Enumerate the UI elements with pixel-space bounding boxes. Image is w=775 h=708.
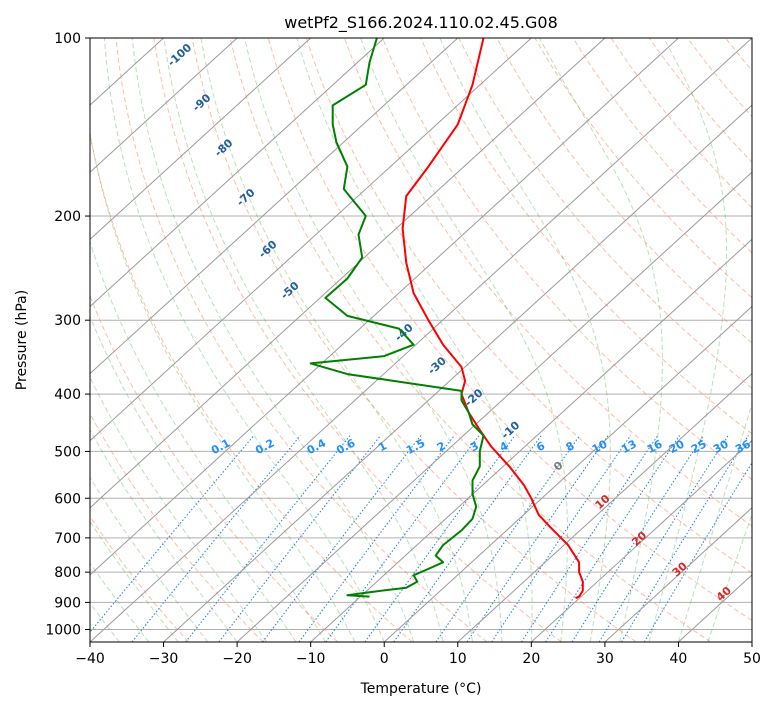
- x-tick-label: −40: [75, 651, 105, 667]
- mixing-ratio-line: [90, 435, 255, 633]
- dewpoint-line: [309, 38, 485, 598]
- isotherm: [236, 171, 752, 642]
- moist-adiabat: [439, 38, 611, 642]
- x-tick-label: 0: [380, 651, 389, 667]
- moist-adiabat: [360, 38, 568, 642]
- y-tick-label: 500: [54, 444, 81, 460]
- mixing-ratio-lines: [90, 435, 752, 642]
- moist-adiabats: [90, 38, 752, 642]
- mixing-ratio-label: 36: [733, 437, 753, 456]
- y-tick-label: 900: [54, 595, 81, 611]
- isotherm: [90, 38, 752, 642]
- x-tick-label: 40: [670, 651, 688, 667]
- moist-adiabat: [648, 38, 728, 642]
- isotherm: [90, 38, 532, 442]
- x-tick-label: 20: [522, 651, 540, 667]
- mixing-ratio-label: 10: [590, 437, 610, 456]
- isotherm: [90, 38, 459, 375]
- mixing-ratio-line: [598, 435, 729, 642]
- isotherm: [457, 372, 752, 642]
- x-tick-label: 50: [743, 651, 761, 667]
- y-axis: 100 200 300 400 500 600 700 800 900 1000: [45, 31, 90, 638]
- y-tick-label: 200: [54, 209, 81, 225]
- dry-adiabat: [420, 38, 752, 435]
- moist-adiabat: [296, 38, 533, 642]
- temperature-line: [401, 38, 584, 600]
- y-tick-label: 800: [54, 565, 81, 581]
- moist-adiabat: [677, 401, 752, 642]
- mixing-ratio-line: [325, 435, 480, 642]
- isotherm: [90, 38, 238, 173]
- isotherm: [90, 38, 312, 241]
- y-tick-label: 1000: [45, 622, 81, 638]
- x-tick-label: −10: [296, 651, 326, 667]
- moist-adiabat: [90, 240, 326, 642]
- moist-adiabat: [90, 375, 267, 642]
- mixing-ratio-line: [185, 435, 351, 642]
- dry-adiabat: [153, 38, 562, 642]
- y-axis-label: Pressure (hPa): [14, 290, 30, 390]
- isotherm: [383, 305, 752, 642]
- y-tick-label: 700: [54, 531, 81, 547]
- dry-adiabat: [115, 38, 488, 642]
- moist-adiabat: [131, 38, 415, 642]
- mixing-ratio-line: [643, 461, 752, 642]
- mixing-ratio-line: [521, 435, 659, 642]
- mixing-ratio-label: 16: [645, 437, 665, 456]
- isotherm: [310, 238, 752, 642]
- isotherms: [90, 38, 752, 642]
- mixing-ratio-label: 13: [619, 437, 639, 456]
- mixing-ratio-labels: 0.1 0.2 0.4 0.6 1 1.5 2 3 4 6 8 10 13 16 20 25 30 36: [209, 436, 753, 457]
- mixing-ratio-line: [621, 435, 749, 642]
- x-axis-label: Temperature (°C): [360, 681, 482, 697]
- mixing-ratio-line: [393, 435, 542, 642]
- mixing-ratio-line: [364, 435, 516, 642]
- plot-frame: [89, 37, 753, 643]
- y-tick-label: 400: [54, 387, 81, 403]
- isotherm: [163, 104, 752, 642]
- y-tick-label: 100: [54, 31, 81, 47]
- mixing-ratio-line: [545, 435, 681, 642]
- sounding-series: [309, 38, 584, 600]
- mixing-ratio-line: [131, 435, 301, 642]
- isotherm: [90, 38, 385, 308]
- mixing-ratio-line: [571, 435, 705, 642]
- dry-adiabat: [496, 38, 752, 344]
- moist-adiabat: [90, 315, 297, 642]
- isotherm: [530, 439, 752, 642]
- x-tick-label: −20: [222, 651, 252, 667]
- isotherm: [604, 507, 752, 642]
- moist-adiabat: [707, 513, 752, 642]
- moist-adiabat: [539, 38, 663, 642]
- moist-adiabat: [90, 562, 150, 642]
- dry-adiabat: [90, 412, 264, 642]
- dry-adiabat: [305, 38, 752, 574]
- isotherm: [90, 38, 606, 509]
- x-axis: −40 −30 −20 −10 0 10 20 30 40 50: [75, 642, 761, 667]
- moist-adiabat: [244, 38, 503, 642]
- mixing-ratio-line: [435, 435, 581, 642]
- moist-adiabat: [163, 38, 444, 642]
- mixing-ratio-label: 30: [711, 437, 731, 456]
- plot-area: 0.1 0.2 0.4 0.6 1 1.5 2 3 4 6 8 10 13 16 20 25 30 36 -100…: [90, 38, 753, 642]
- chart-title: wetPf2_S166.2024.110.02.45.G08: [284, 13, 558, 33]
- mixing-ratio-label: 25: [689, 437, 709, 456]
- moist-adiabat: [200, 38, 473, 642]
- y-tick-label: 600: [54, 491, 81, 507]
- dry-adiabat: [191, 38, 637, 642]
- mixing-ratio-label: 20: [667, 437, 687, 456]
- x-tick-label: −30: [149, 651, 179, 667]
- moist-adiabat: [90, 130, 356, 642]
- isotherm: [90, 38, 679, 576]
- y-tick-label: 300: [54, 313, 81, 329]
- moist-adiabat: [90, 428, 238, 642]
- mixing-ratio-line: [218, 435, 381, 642]
- x-tick-label: 10: [449, 651, 467, 667]
- dry-adiabat: [267, 38, 752, 622]
- x-tick-label: 30: [596, 651, 614, 667]
